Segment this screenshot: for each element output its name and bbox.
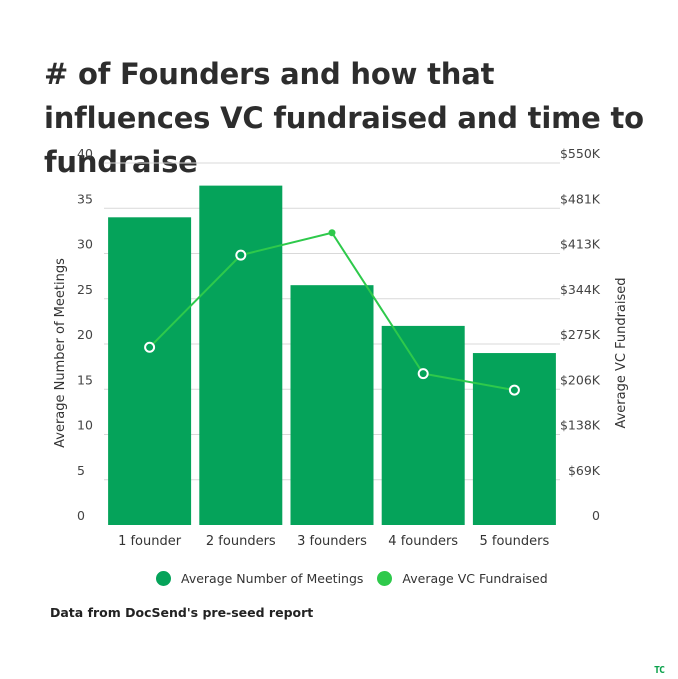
line-point [417, 368, 429, 380]
legend: Average Number of Meetings Average VC Fu… [156, 571, 562, 586]
left-tick-label: 20 [77, 327, 93, 342]
right-axis-title: Average VC Fundraised [614, 277, 629, 428]
x-tick-label: 3 founders [297, 534, 367, 549]
right-tick-label: 0 [592, 508, 600, 523]
legend-item-meetings: Average Number of Meetings [156, 571, 363, 586]
source-note: Data from DocSend's pre-seed report [50, 605, 314, 620]
right-tick-label: $413K [560, 237, 601, 252]
legend-label-vc: Average VC Fundraised [402, 571, 548, 586]
bar [472, 353, 556, 525]
left-tick-label: 0 [77, 508, 85, 523]
x-tick-label: 4 founders [388, 534, 458, 549]
legend-swatch-meetings [156, 571, 171, 586]
line-point [508, 384, 520, 396]
right-tick-label: $344K [560, 282, 601, 297]
legend-label-meetings: Average Number of Meetings [181, 571, 364, 586]
line-point [235, 249, 247, 261]
bar [290, 285, 374, 525]
left-tick-label: 25 [77, 282, 93, 297]
right-tick-label: $481K [560, 191, 601, 206]
left-tick-label: 5 [77, 463, 85, 478]
x-tick-label: 5 founders [480, 534, 550, 549]
bars [108, 185, 556, 526]
left-tick-label: 35 [77, 191, 93, 206]
line-point [144, 341, 156, 353]
left-axis-title: Average Number of Meetings [53, 258, 68, 448]
left-tick-label: 15 [77, 372, 93, 387]
chart-title: # of Founders and how that influences VC… [44, 57, 644, 179]
bar [381, 325, 465, 525]
left-tick-label: 30 [77, 237, 93, 252]
legend-item-vc: Average VC Fundraised [377, 571, 548, 586]
bar [199, 185, 283, 525]
left-tick-label: 10 [77, 418, 93, 433]
right-tick-label: $138K [560, 418, 601, 433]
bar [108, 217, 192, 526]
techcrunch-logo: TC [654, 665, 665, 676]
right-tick-label: $275K [560, 327, 601, 342]
legend-swatch-vc [377, 571, 393, 586]
x-tick-label: 1 founder [118, 534, 182, 549]
right-tick-label: $69K [568, 463, 601, 478]
vc-line [144, 229, 520, 396]
right-tick-label: $206K [560, 372, 601, 387]
axis-ticks: 0 0 5 $69K 10 $138K 15 $206K 20 $275K 25 $344K 30 $41… [77, 146, 601, 549]
right-tick-label: $550K [560, 146, 601, 161]
x-tick-label: 2 founders [206, 534, 276, 549]
line-point [328, 229, 336, 237]
left-tick-label: 40 [77, 146, 93, 161]
